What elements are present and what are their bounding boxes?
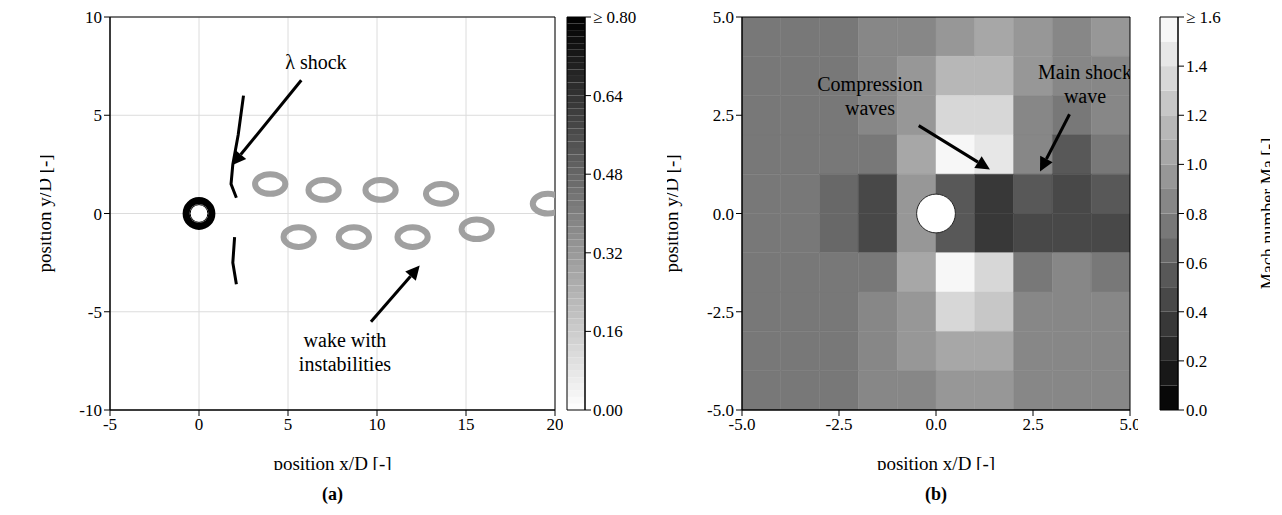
svg-text:position y/D [-]: position y/D [-] — [667, 154, 682, 272]
svg-text:5: 5 — [94, 106, 103, 125]
svg-text:2.5: 2.5 — [713, 106, 734, 125]
svg-text:0.48: 0.48 — [593, 165, 623, 184]
svg-text:-2.5: -2.5 — [826, 415, 853, 434]
svg-text:1.4: 1.4 — [1186, 57, 1208, 76]
svg-text:0.16: 0.16 — [593, 322, 623, 341]
svg-text:0.00: 0.00 — [593, 401, 623, 420]
svg-text:0.2: 0.2 — [1186, 352, 1207, 371]
svg-text:-5.0: -5.0 — [728, 415, 756, 435]
svg-text:-5.0: -5.0 — [707, 401, 734, 420]
svg-text:position x/D [-]: position x/D [-] — [273, 453, 391, 470]
svg-text:-10: -10 — [79, 401, 102, 420]
svg-text:-5: -5 — [88, 303, 102, 322]
svg-text:Mach number Ma [-]: Mach number Ma [-] — [1258, 138, 1270, 289]
svg-text:waves: waves — [845, 97, 895, 119]
svg-text:≥ 0.80: ≥ 0.80 — [593, 8, 636, 27]
svg-text:0.0: 0.0 — [925, 415, 946, 434]
svg-text:wave: wave — [1064, 85, 1106, 107]
svg-text:-2.5: -2.5 — [707, 303, 734, 322]
svg-text:position y/D [-]: position y/D [-] — [40, 154, 55, 272]
html-text:(b): (b) — [925, 484, 947, 504]
svg-text:0.0: 0.0 — [1186, 401, 1207, 420]
svg-text:5.0: 5.0 — [713, 8, 734, 27]
svg-text:0.8: 0.8 — [1186, 205, 1207, 224]
svg-text:5.0: 5.0 — [1119, 415, 1138, 434]
svg-text:10: 10 — [369, 415, 386, 434]
svg-text:2.5: 2.5 — [1022, 415, 1043, 434]
svg-text:10: 10 — [85, 8, 102, 27]
svg-text:1.0: 1.0 — [1186, 155, 1207, 174]
svg-text:0.4: 0.4 — [1186, 303, 1208, 322]
svg-text:instabilities: instabilities — [299, 353, 391, 375]
svg-text:-5: -5 — [103, 415, 117, 434]
svg-text:15: 15 — [458, 415, 475, 434]
svg-text:0: 0 — [195, 415, 204, 434]
svg-text:0.32: 0.32 — [593, 244, 623, 263]
html-text:(a): (a) — [322, 484, 343, 504]
svg-text:5: 5 — [284, 415, 293, 434]
svg-text:wake with: wake with — [304, 329, 387, 351]
svg-text:0.64: 0.64 — [593, 87, 623, 106]
svg-text:Main shock: Main shock — [1038, 61, 1130, 83]
svg-text:1.2: 1.2 — [1186, 106, 1207, 125]
svg-text:0.6: 0.6 — [1186, 254, 1207, 273]
svg-text:position x/D [-]: position x/D [-] — [877, 453, 995, 470]
svg-text:Compression: Compression — [817, 73, 923, 96]
svg-text:0: 0 — [94, 205, 103, 224]
svg-text:≥ 1.6: ≥ 1.6 — [1186, 8, 1221, 27]
svg-text:0.0: 0.0 — [713, 205, 734, 224]
svg-text:20: 20 — [547, 415, 564, 434]
svg-text:λ shock: λ shock — [285, 51, 346, 73]
